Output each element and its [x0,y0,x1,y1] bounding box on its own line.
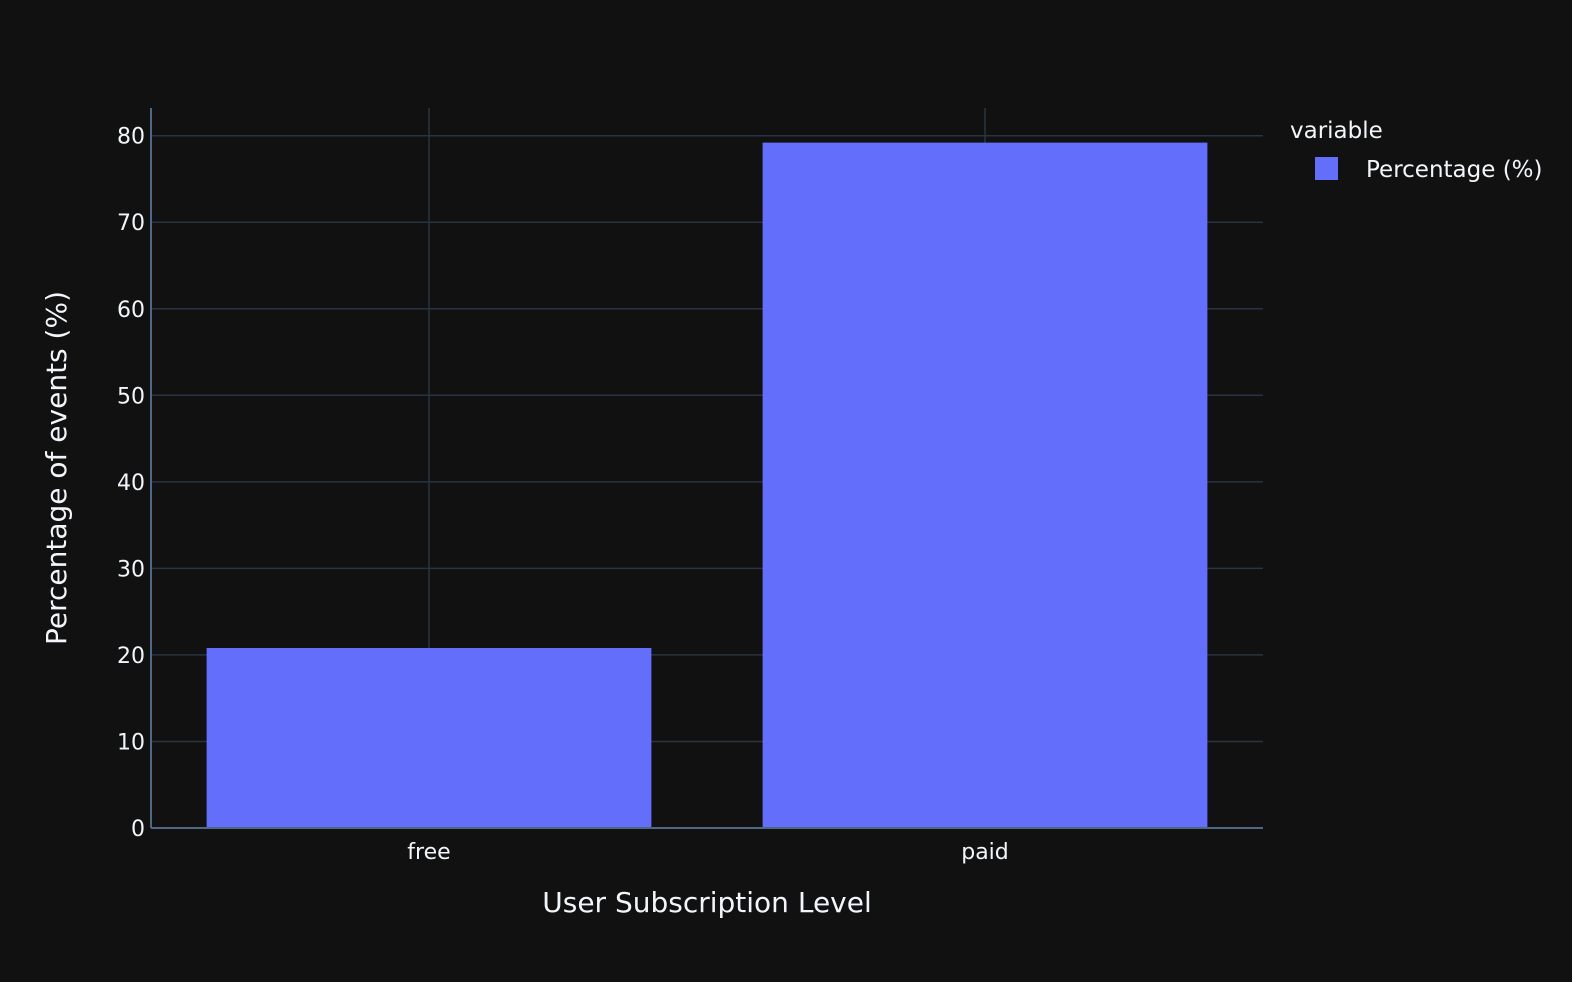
y-tick-label: 30 [117,557,145,582]
y-tick-label: 40 [117,471,145,496]
legend[interactable]: variable Percentage (%) [1290,118,1543,183]
y-tick-label: 20 [117,644,145,669]
legend-label-percentage[interactable]: Percentage (%) [1366,157,1543,183]
y-axis-title: Percentage of events (%) [40,291,73,645]
y-tick-label: 50 [117,384,145,409]
axes [150,108,1263,829]
x-axis-title: User Subscription Level [542,886,872,919]
y-tick-label: 60 [117,298,145,323]
bar-free[interactable] [206,648,652,828]
y-tick-label: 70 [117,211,145,236]
y-tick-label: 80 [117,125,145,150]
y-tick-label: 10 [117,730,145,755]
bar-paid[interactable] [762,142,1208,829]
x-tick-label: free [407,840,450,865]
tick-labels: 0 10 20 30 40 50 60 70 80 free paid [117,125,1009,865]
x-tick-label: paid [961,840,1009,865]
y-tick-label: 0 [131,817,145,842]
bars[interactable] [206,142,1208,829]
legend-title: variable [1290,118,1383,144]
legend-swatch-percentage[interactable] [1315,157,1338,180]
